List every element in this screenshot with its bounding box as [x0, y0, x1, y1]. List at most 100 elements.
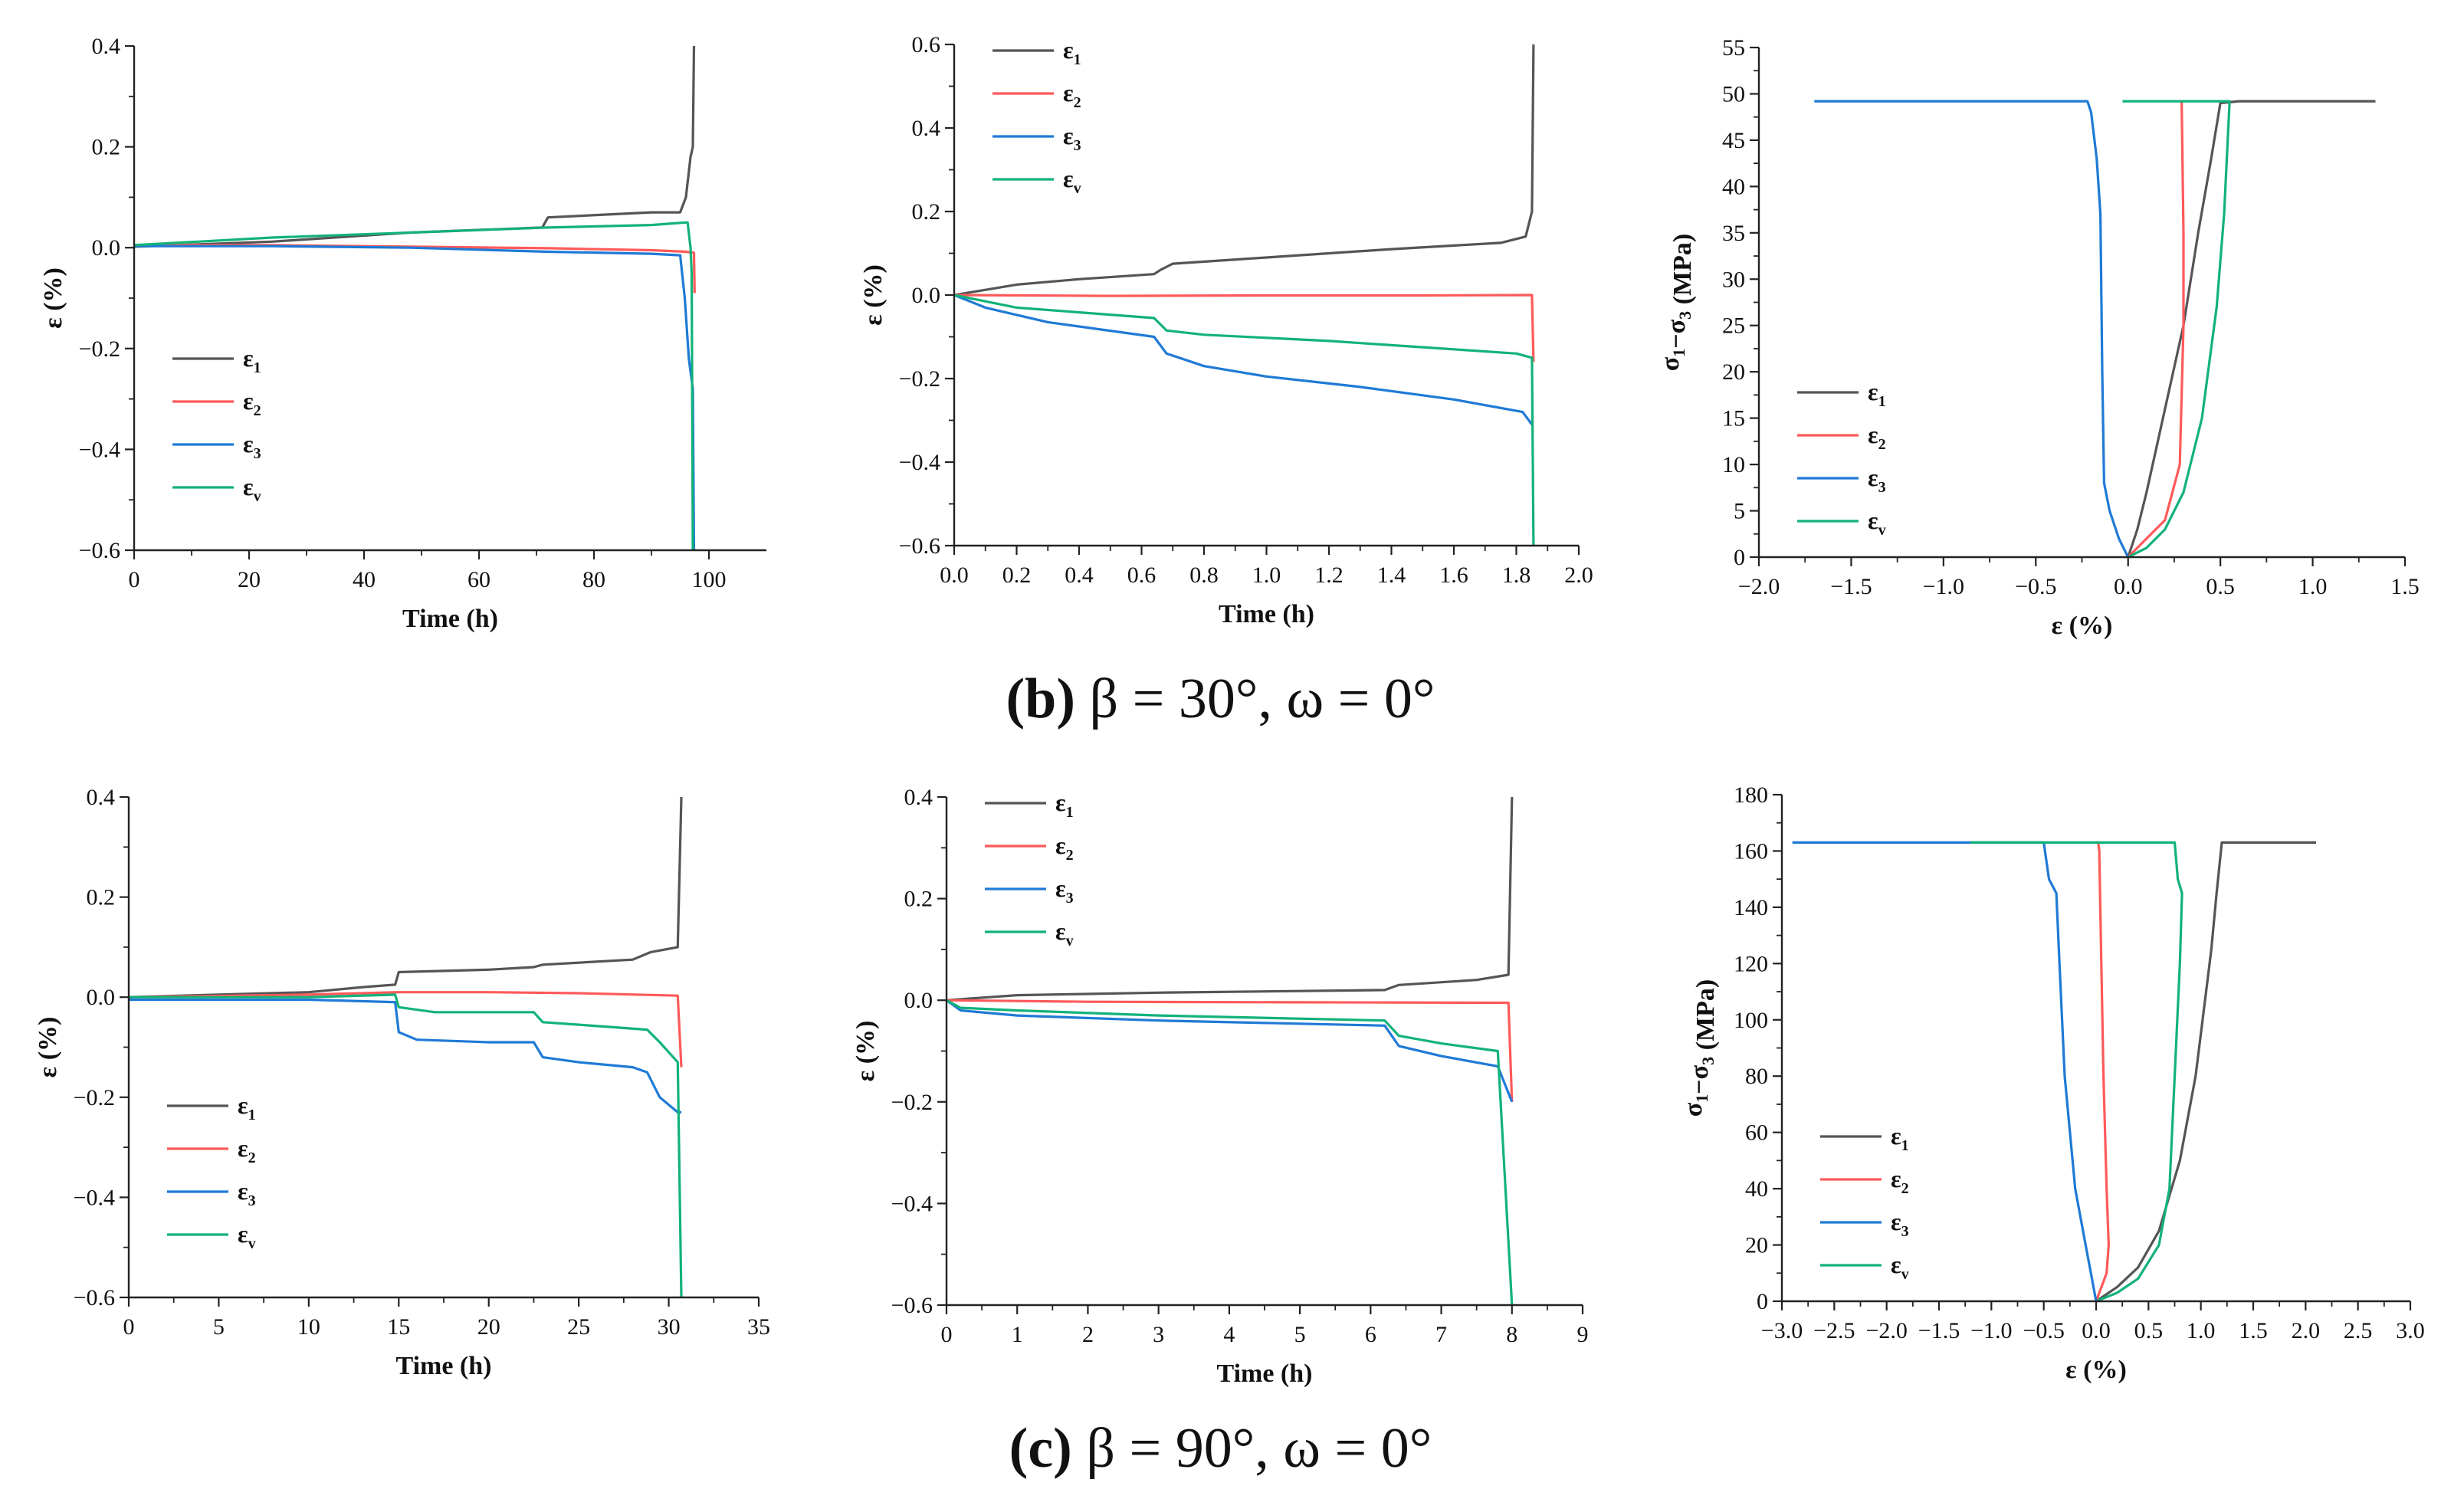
x-tick-label: −3.0 [1761, 1318, 1803, 1343]
y-tick-label: 30 [1722, 267, 1745, 292]
y-tick-label: 0.4 [912, 116, 941, 141]
x-tick-label: 0.8 [1189, 562, 1219, 588]
legend-label-e1: ε1 [1055, 789, 1074, 821]
x-tick-label: 4 [1223, 1322, 1235, 1347]
series-line-ev [134, 221, 694, 551]
y-tick-label: 0.4 [904, 785, 933, 810]
series-line-e2 [2127, 101, 2185, 559]
y-tick-label: 50 [1722, 81, 1745, 107]
y-tick-label: −0.6 [74, 1285, 115, 1310]
y-tick-label: −0.4 [79, 437, 120, 462]
y-tick-label: 100 [1734, 1008, 1768, 1033]
x-tick-label: 7 [1435, 1322, 1447, 1347]
legend-label-e1: ε1 [1891, 1122, 1909, 1154]
legend-label-e3: ε3 [243, 430, 261, 462]
series-line-e2 [129, 991, 683, 1068]
axes-frame [1780, 795, 2410, 1303]
chart-c-mid: 0 1 2 3 4 5 6 7 8 9 −0.6 −0.4 −0.2 0.0 0.2 0.4 Time (h) ε… [851, 785, 1589, 1388]
x-tick-label: 1.5 [2239, 1318, 2268, 1343]
x-tick-label: 2.0 [2292, 1318, 2321, 1343]
y-tick-label: 0.2 [92, 135, 121, 160]
y-tick-label: 25 [1722, 313, 1745, 339]
y-tick-label: 0.0 [912, 283, 941, 308]
x-tick-label: 2.5 [2344, 1318, 2373, 1343]
x-tick-label: 35 [747, 1314, 770, 1340]
series-line-e3 [1814, 100, 2130, 558]
x-tick-label: 6 [1365, 1322, 1376, 1347]
series-line-ev [947, 999, 1514, 1306]
series-line-e1 [2095, 841, 2316, 1303]
y-tick-label: 20 [1722, 359, 1745, 385]
y-tick-label: 0.0 [87, 985, 116, 1010]
caption-c-letter: (c) [1009, 1417, 1072, 1480]
x-tick-label: −2.0 [1865, 1318, 1907, 1343]
legend-label-e3: ε3 [1868, 464, 1886, 496]
x-tick-label: 0.0 [2114, 574, 2143, 599]
caption-c: (c) β = 90°, ω = 0° [0, 1416, 2441, 1481]
legend-label-e1: ε1 [1868, 378, 1886, 410]
y-tick-label: −0.2 [891, 1090, 933, 1115]
axes-frame [945, 797, 1583, 1307]
y-tick-label: −0.2 [74, 1085, 115, 1110]
series-line-e1 [129, 796, 683, 999]
x-tick-label: 3 [1153, 1322, 1164, 1347]
series-line-e1 [954, 44, 1535, 297]
x-tick-label: 100 [692, 567, 727, 592]
x-tick-label: 0.0 [940, 562, 969, 588]
x-tick-label: 25 [567, 1314, 590, 1340]
x-tick-label: −1.5 [1918, 1318, 1960, 1343]
y-tick-label: 140 [1734, 895, 1768, 920]
x-tick-label: 80 [582, 567, 605, 592]
y-tick-label: 0.4 [87, 785, 116, 810]
caption-b: (b) β = 30°, ω = 0° [0, 667, 2441, 732]
x-tick-label: 0.6 [1127, 562, 1157, 588]
y-tick-label: −0.2 [899, 366, 940, 392]
y-tick-label: 10 [1722, 452, 1745, 477]
legend-label-e2: ε2 [243, 387, 261, 419]
x-tick-label: 40 [353, 567, 376, 592]
legend-label-e2: ε2 [1063, 79, 1081, 111]
chart-c-right: −3.0 −2.5 −2.0 −1.5 −1.0 −0.5 0.0 0.5 1.0 1.5 2.0 2… [1679, 782, 2425, 1384]
y-tick-label: −0.6 [891, 1293, 933, 1318]
axes-frame [133, 46, 766, 552]
series-line-e1 [2127, 100, 2376, 558]
series-line-e3 [954, 294, 1534, 425]
legend-label-e3: ε3 [1055, 874, 1074, 907]
x-tick-label: 2.0 [1564, 562, 1593, 588]
x-axis-label: ε (%) [2065, 1356, 2127, 1384]
y-tick-label: −0.2 [79, 336, 120, 362]
y-tick-label: 120 [1734, 951, 1768, 976]
x-axis-label: Time (h) [402, 605, 498, 633]
y-tick-label: −0.4 [899, 450, 940, 475]
x-tick-label: −2.5 [1813, 1318, 1855, 1343]
y-axis-label: σ1−σ3 (MPa) [1656, 234, 1697, 371]
y-tick-label: 45 [1722, 128, 1745, 153]
x-axis-label: ε (%) [2052, 612, 2113, 640]
y-tick-label: 0.0 [904, 988, 933, 1013]
y-axis-label: ε (%) [859, 264, 887, 326]
y-axis-label: σ1−σ3 (MPa) [1679, 979, 1720, 1117]
x-tick-label: 15 [387, 1314, 410, 1340]
y-tick-label: 55 [1722, 35, 1745, 61]
x-tick-label: 0.4 [1065, 562, 1094, 588]
legend-label-ev: εv [1063, 165, 1081, 197]
y-tick-label: 180 [1734, 782, 1768, 808]
chart-c-left: 0 5 10 15 20 25 30 35 −0.6 −0.4 −0.2 0.0 0.2 0.4 Time … [34, 785, 770, 1380]
x-tick-label: 9 [1577, 1322, 1589, 1347]
caption-c-text: β = 90°, ω = 0° [1071, 1417, 1432, 1480]
y-tick-label: −0.4 [891, 1191, 933, 1216]
y-tick-label: −0.6 [899, 533, 940, 559]
x-tick-label: 20 [477, 1314, 500, 1340]
y-tick-label: 0 [1757, 1289, 1768, 1314]
y-axis-label: ε (%) [39, 267, 67, 329]
legend-label-ev: εv [1055, 917, 1074, 950]
x-tick-label: 10 [297, 1314, 320, 1340]
x-tick-label: 1.6 [1439, 562, 1468, 588]
y-tick-label: −0.4 [74, 1185, 115, 1210]
x-tick-label: −1.0 [1923, 574, 1964, 599]
x-tick-label: 1.0 [1252, 562, 1281, 588]
series-line-ev [954, 294, 1535, 546]
caption-b-text: β = 30°, ω = 0° [1074, 667, 1435, 730]
series-line-e1 [947, 796, 1514, 1002]
